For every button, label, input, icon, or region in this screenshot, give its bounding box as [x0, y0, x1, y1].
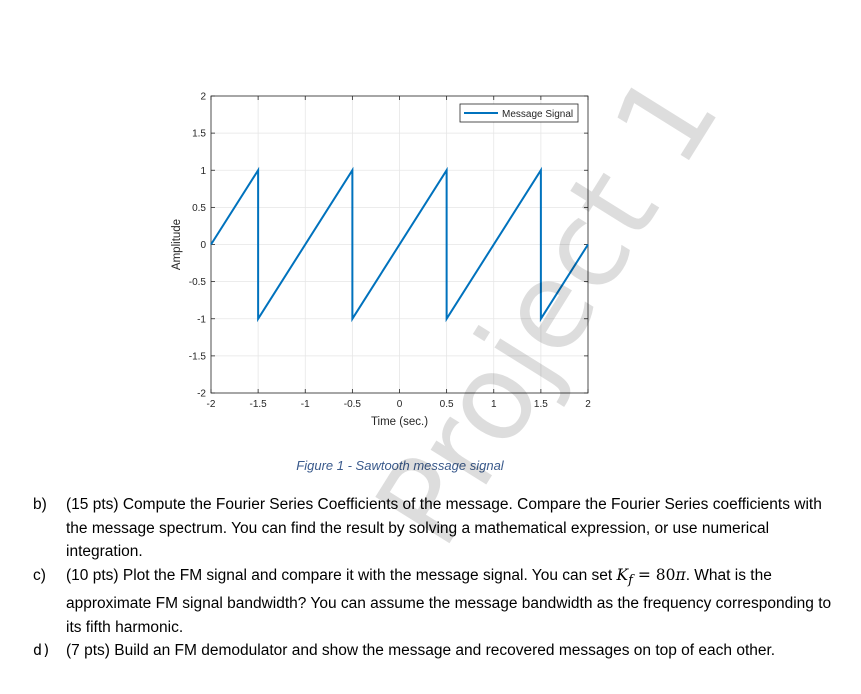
- x-tick-label: 0.5: [440, 399, 454, 410]
- question-d-label: d): [33, 641, 52, 660]
- kf-subscript: f: [628, 572, 633, 588]
- axis-ticks: [210, 95, 589, 394]
- question-d: d) (7 pts) Build an FM demodulator and s…: [33, 639, 833, 663]
- kf-equation: Kf = 80π: [616, 565, 686, 588]
- legend-label-message-signal: Message Signal: [502, 109, 573, 120]
- question-c: c) (10 pts) Plot the FM signal and compa…: [33, 564, 833, 640]
- question-b-label: b): [33, 496, 47, 513]
- series-lines: [210, 166, 589, 323]
- y-tick-label: 0.5: [192, 203, 206, 214]
- sawtooth-chart: -2 -1.5 -1 -0.5 0 0.5 1 1.5 2 -2 -1.5 -1 -0.5 0 0.5 1 1…: [171, 92, 592, 429]
- question-b: b) (15 pts) Compute the Fourier Series C…: [33, 493, 833, 564]
- y-axis-label: Amplitude: [171, 219, 183, 270]
- question-c-text-start: (10 pts) Plot the FM signal and compare …: [66, 566, 617, 584]
- x-tick-label: -0.5: [344, 399, 362, 410]
- x-tick-labels: -2 -1.5 -1 -0.5 0 0.5 1 1.5 2: [207, 399, 592, 410]
- question-d-text: (7 pts) Build an FM demodulator and show…: [66, 642, 776, 660]
- y-tick-label: 1: [200, 166, 206, 177]
- x-tick-label: 1.5: [534, 399, 548, 410]
- x-axis-label: Time (sec.): [371, 416, 428, 428]
- x-tick-label: -2: [207, 399, 216, 410]
- x-tick-label: 2: [585, 399, 591, 410]
- y-tick-label: -0.5: [189, 277, 207, 288]
- x-tick-label: -1.5: [250, 399, 268, 410]
- y-tick-label: -2: [197, 389, 206, 400]
- y-tick-label: -1: [197, 314, 206, 325]
- y-tick-label: 0: [200, 240, 206, 251]
- x-tick-label: 1: [491, 399, 497, 410]
- x-tick-label: 0: [397, 399, 403, 410]
- question-c-text-end: . What is the approximate FM signal band…: [66, 566, 832, 636]
- legend: Message Signal: [459, 103, 579, 123]
- legend-box: [459, 103, 579, 123]
- y-tick-label: 1.5: [192, 129, 206, 140]
- question-b-text: (15 pts) Compute the Fourier Series Coef…: [66, 496, 822, 560]
- kf-symbol: K: [616, 565, 629, 584]
- y-tick-label: 2: [200, 92, 206, 103]
- x-tick-label: -1: [301, 399, 310, 410]
- kf-value: = 80: [632, 565, 676, 584]
- series-line-message-signal: [210, 166, 589, 323]
- y-tick-label: -1.5: [189, 351, 207, 362]
- question-c-label: c): [33, 566, 46, 584]
- figure-caption: Figure 1 - Sawtooth message signal: [296, 458, 504, 473]
- y-tick-labels: -2 -1.5 -1 -0.5 0 0.5 1 1.5 2: [189, 92, 207, 400]
- question-list: b) (15 pts) Compute the Fourier Series C…: [33, 493, 833, 663]
- pi-symbol: π: [675, 565, 686, 584]
